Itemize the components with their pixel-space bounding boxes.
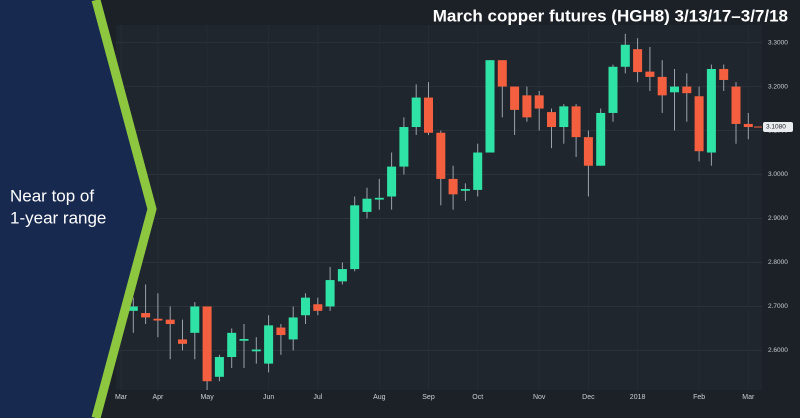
- candle-body: [657, 76, 667, 96]
- candle-body: [301, 297, 310, 316]
- x-tick-label: 2018: [630, 394, 646, 401]
- candle-body: [227, 332, 237, 358]
- x-tick-label: Jul: [313, 394, 322, 401]
- candle-body: [497, 60, 507, 87]
- candle-body: [337, 269, 347, 282]
- candle-body: [448, 178, 458, 195]
- candle-body: [436, 132, 446, 179]
- x-tick-label: Dec: [582, 394, 595, 401]
- x-tick-label: Oct: [472, 394, 483, 401]
- candle-body: [424, 97, 433, 133]
- candle-body: [645, 71, 655, 77]
- candle-body: [522, 95, 532, 118]
- chevron: [91, 0, 157, 418]
- y-tick-label: 2.7000: [768, 303, 788, 310]
- candle-body: [251, 349, 261, 352]
- candle-body: [288, 317, 298, 340]
- y-tick-label: 3.0000: [768, 171, 788, 178]
- candle-body: [178, 339, 187, 344]
- x-tick-label: Aug: [373, 394, 386, 401]
- candle-body: [460, 189, 470, 191]
- candle-body: [153, 318, 163, 321]
- candle-body: [264, 325, 274, 364]
- candle-body: [399, 127, 409, 167]
- candle-body: [190, 306, 200, 333]
- annotation: 1-year range: [10, 208, 106, 227]
- candle-body: [350, 205, 360, 270]
- x-tick-label: Mar: [115, 394, 128, 401]
- x-tick-label: Nov: [533, 394, 546, 401]
- candle-body: [325, 280, 335, 307]
- side-panel: [0, 0, 150, 418]
- x-tick-label: Jun: [263, 394, 274, 401]
- candle-body: [596, 112, 606, 166]
- candle-body: [743, 123, 753, 128]
- candle-body: [485, 60, 495, 153]
- candle-body: [559, 106, 569, 128]
- candle-body: [374, 197, 384, 200]
- candle-body: [620, 44, 630, 67]
- candle-body: [731, 86, 741, 124]
- candle-body: [411, 97, 421, 128]
- candle-body: [583, 137, 593, 166]
- candle-body: [706, 68, 716, 153]
- y-tick-label: 3.3000: [768, 39, 788, 46]
- candle-body: [547, 112, 556, 128]
- last-price-box: [763, 122, 793, 133]
- x-tick-label: Mar: [742, 394, 755, 401]
- candle-body: [510, 86, 520, 110]
- y-tick-label: 2.9000: [768, 215, 788, 222]
- annotation: Near top of: [10, 186, 94, 205]
- candle-body: [128, 306, 138, 311]
- candle-body: [534, 95, 544, 109]
- candle-body: [670, 86, 679, 93]
- candle-body: [473, 152, 483, 190]
- candle-body: [682, 86, 692, 94]
- candle-body: [165, 319, 175, 325]
- candle-body: [313, 304, 323, 311]
- y-tick-label: 2.6000: [768, 347, 788, 354]
- candle-body: [202, 306, 212, 382]
- x-tick-label: Apr: [152, 394, 164, 401]
- candle-body: [719, 68, 729, 80]
- candle-body: [276, 327, 286, 336]
- candle-body: [239, 338, 249, 341]
- candle-body: [141, 313, 151, 318]
- x-tick-label: Sep: [422, 394, 435, 401]
- candle-body: [214, 357, 224, 377]
- candle-body: [608, 66, 618, 113]
- x-tick-label: May: [200, 394, 214, 401]
- chart-title: March copper futures (HGH8) 3/13/17–3/7/…: [433, 6, 788, 25]
- candle-body: [694, 96, 704, 152]
- last-price-label: 3.1080: [766, 124, 786, 131]
- candle-body: [362, 198, 372, 212]
- y-tick-label: 3.2000: [768, 83, 788, 90]
- candle-body: [571, 106, 581, 138]
- candle-body: [633, 49, 643, 73]
- x-tick-label: Feb: [693, 394, 705, 401]
- plot: 2.60002.70002.80002.90003.00003.10003.20…: [115, 25, 793, 401]
- candle-body: [387, 166, 397, 197]
- y-tick-label: 2.8000: [768, 259, 788, 266]
- plot-area: [116, 25, 762, 390]
